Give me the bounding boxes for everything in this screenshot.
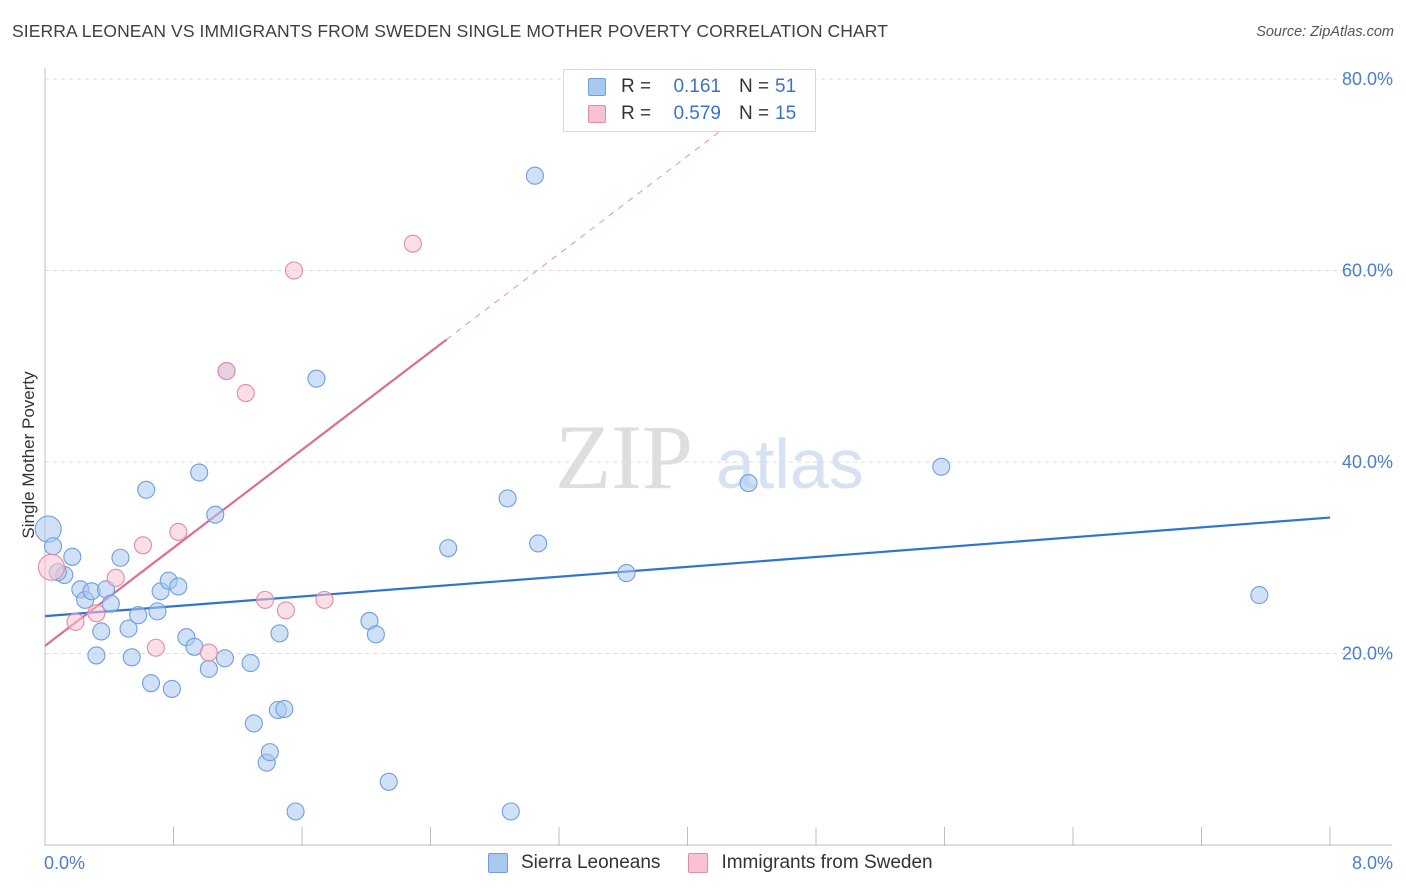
point-sierra-leoneans — [101, 594, 120, 613]
point-immigrants-sweden — [236, 384, 255, 403]
point-immigrants-sweden — [146, 638, 165, 657]
series-legend: Sierra Leoneans Immigrants from Sweden — [488, 852, 961, 874]
tick-labels: 20.0% 40.0% 60.0% 80.0% 0.0% 8.0% — [44, 69, 1393, 873]
series-swatch-sierra — [488, 853, 508, 873]
point-sierra-leoneans — [199, 659, 218, 678]
point-sierra-leoneans — [111, 548, 130, 567]
point-immigrants-sweden — [256, 590, 275, 609]
point-sierra-leoneans — [63, 547, 82, 566]
point-sierra-leoneans — [525, 166, 544, 185]
point-sierra-leoneans — [43, 537, 63, 556]
series-label-sierra: Sierra Leoneans — [521, 852, 661, 873]
point-sierra-leoneans — [190, 463, 209, 482]
y-tick-label: 20.0% — [1342, 644, 1393, 664]
legend-swatch-sweden — [588, 105, 606, 123]
point-immigrants-sweden — [315, 590, 334, 609]
point-sierra-leoneans — [137, 480, 156, 499]
legend-n-label: N = — [739, 103, 770, 124]
legend-n-label: N = — [739, 76, 770, 97]
legend-swatch-sierra — [588, 78, 606, 96]
point-sierra-leoneans — [119, 619, 138, 638]
point-sierra-leoneans — [92, 622, 111, 641]
point-sierra-leoneans — [148, 602, 167, 621]
point-immigrants-sweden — [87, 604, 106, 623]
point-sierra-leoneans — [617, 564, 636, 583]
point-sierra-leoneans — [244, 714, 263, 733]
point-immigrants-sweden — [37, 553, 65, 581]
point-sierra-leoneans — [162, 679, 181, 698]
point-sierra-leoneans — [529, 534, 548, 553]
point-immigrants-sweden — [199, 643, 218, 662]
point-sierra-leoneans — [379, 772, 398, 791]
point-sierra-leoneans — [129, 606, 148, 625]
series-swatch-sweden — [688, 853, 709, 873]
legend-n-value: 51 — [775, 76, 797, 97]
data-points — [34, 166, 1269, 821]
point-immigrants-sweden — [217, 361, 236, 381]
point-sierra-leoneans — [439, 539, 458, 558]
point-sierra-leoneans — [739, 474, 758, 493]
point-immigrants-sweden — [66, 612, 85, 631]
legend: R = 0.161 N = 51 R = 0.579 N = 15 — [563, 69, 816, 132]
legend-r-value: 0.161 — [673, 76, 721, 97]
trend-lines — [44, 131, 1331, 647]
watermark: ZIP atlas — [555, 406, 864, 508]
point-sierra-leoneans — [141, 674, 161, 693]
point-sierra-leoneans — [206, 505, 225, 524]
point-sierra-leoneans — [275, 699, 294, 719]
trend-line — [446, 131, 720, 340]
legend-n-value: 15 — [775, 103, 797, 124]
point-sierra-leoneans — [498, 489, 517, 508]
point-sierra-leoneans — [169, 577, 188, 596]
point-sierra-leoneans — [1250, 586, 1269, 605]
point-sierra-leoneans — [932, 457, 951, 476]
point-immigrants-sweden — [403, 234, 422, 253]
series-legend-sierra: Sierra Leoneans — [488, 852, 660, 874]
legend-r-label: R = — [621, 103, 652, 124]
point-sierra-leoneans — [87, 646, 106, 665]
point-immigrants-sweden — [133, 536, 153, 555]
point-immigrants-sweden — [276, 601, 295, 620]
legend-row-sweden: R = 0.579 N = 15 — [588, 102, 796, 126]
y-tick-label: 40.0% — [1342, 452, 1393, 472]
legend-r-label: R = — [621, 76, 652, 97]
legend-r-value: 0.579 — [673, 103, 721, 124]
watermark-zip: ZIP — [555, 406, 693, 508]
point-sierra-leoneans — [260, 743, 279, 762]
y-tick-label: 60.0% — [1342, 261, 1393, 281]
y-axis-label: Single Mother Poverty — [19, 371, 38, 539]
point-sierra-leoneans — [215, 649, 234, 668]
y-tick-label: 80.0% — [1342, 69, 1393, 89]
grid-lines — [45, 78, 1392, 654]
watermark-atlas: atlas — [716, 425, 864, 503]
chart-source: Source: ZipAtlas.com — [1256, 24, 1394, 40]
point-sierra-leoneans — [366, 625, 385, 644]
series-label-sweden: Immigrants from Sweden — [721, 852, 933, 873]
trend-line — [44, 516, 1331, 618]
point-sierra-leoneans — [501, 802, 520, 821]
point-sierra-leoneans — [34, 515, 62, 543]
point-immigrants-sweden — [106, 568, 125, 587]
point-sierra-leoneans — [270, 624, 289, 643]
x-tick-label: 0.0% — [44, 853, 85, 873]
series-legend-sweden: Immigrants from Sweden — [688, 852, 933, 874]
x-tick-label: 8.0% — [1352, 853, 1393, 873]
point-sierra-leoneans — [307, 369, 326, 388]
axes — [44, 68, 1392, 846]
chart-title: SIERRA LEONEAN VS IMMIGRANTS FROM SWEDEN… — [12, 21, 889, 41]
legend-row-sierra: R = 0.161 N = 51 — [588, 75, 796, 99]
point-sierra-leoneans — [241, 654, 260, 673]
point-immigrants-sweden — [169, 522, 188, 541]
point-sierra-leoneans — [122, 648, 141, 667]
point-immigrants-sweden — [284, 261, 304, 280]
point-sierra-leoneans — [286, 802, 305, 821]
